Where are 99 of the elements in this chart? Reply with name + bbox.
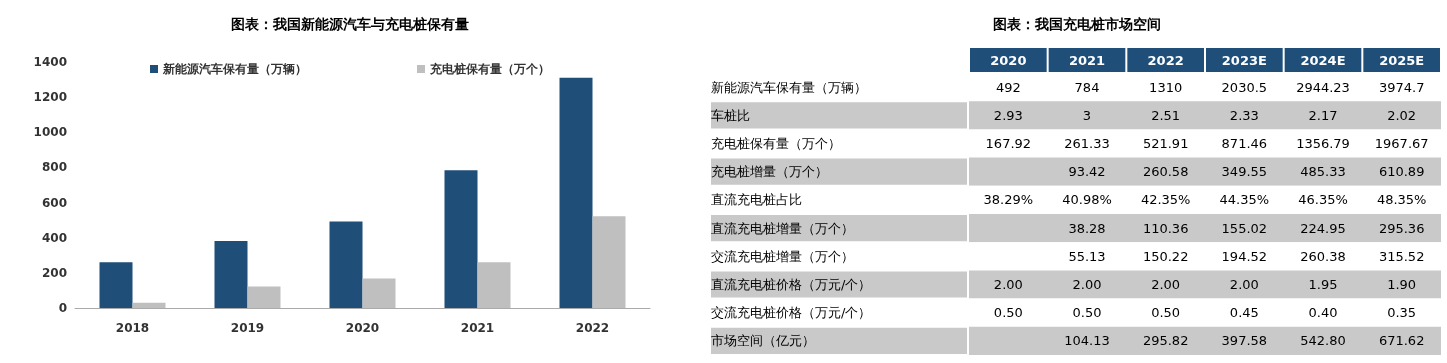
legend-label: 充电桩保有量（万个） xyxy=(429,62,550,76)
data-label: 224.95 xyxy=(1300,220,1346,236)
data-label: 2.00 xyxy=(1229,277,1259,292)
data-label: 542.80 xyxy=(1300,333,1346,349)
data-label: 492 xyxy=(995,79,1021,95)
data-label: 397.58 xyxy=(1221,333,1268,349)
bar xyxy=(132,302,166,308)
x-tick-label: 2021 xyxy=(1068,52,1106,68)
x-tick-label: 2021 xyxy=(460,321,495,335)
x-tick-label: 2019 xyxy=(230,321,265,335)
x-tick-label: 2018 xyxy=(115,321,150,335)
data-label: 2.33 xyxy=(1229,107,1259,123)
x-tick-label: 2020 xyxy=(345,321,380,335)
data-label: 1.95 xyxy=(1308,277,1338,292)
bar xyxy=(214,241,248,308)
data-label: 784 xyxy=(1074,79,1100,95)
y-tick-label: 市场空间（亿元） xyxy=(711,333,815,349)
bar xyxy=(99,262,133,308)
data-label: 2944.23 xyxy=(1296,79,1350,95)
legend-label: 新能源汽车保有量（万辆） xyxy=(162,62,307,76)
y-tick-label: 1000 xyxy=(33,125,67,140)
data-label: 261.33 xyxy=(1064,136,1110,151)
y-tick-label: 车桩比 xyxy=(711,107,750,123)
data-label: 55.13 xyxy=(1068,248,1106,264)
data-label: 48.35% xyxy=(1376,192,1427,208)
bar xyxy=(247,286,281,308)
data-label: 0.40 xyxy=(1308,305,1338,321)
data-label: 110.36 xyxy=(1142,220,1189,236)
data-label: 46.35% xyxy=(1298,192,1348,208)
data-label: 3 xyxy=(1082,107,1092,123)
data-label: 2.00 xyxy=(1151,277,1181,292)
data-label: 2030.5 xyxy=(1221,79,1268,95)
bar xyxy=(362,278,396,308)
y-tick-label: 1400 xyxy=(33,55,67,69)
data-label: 871.46 xyxy=(1221,136,1268,151)
x-tick-label: 2025E xyxy=(1379,52,1425,68)
y-tick-label: 直流充电桩增量（万个） xyxy=(711,220,854,236)
data-label: 260.38 xyxy=(1300,248,1346,264)
data-label: 295.82 xyxy=(1142,333,1189,349)
data-label: 2.93 xyxy=(993,107,1023,123)
bar xyxy=(444,170,478,308)
data-label: 2.02 xyxy=(1387,107,1417,123)
data-label: 1356.79 xyxy=(1296,136,1350,151)
y-tick-label: 0 xyxy=(58,301,67,315)
bar xyxy=(477,262,511,308)
y-tick-label: 1200 xyxy=(33,90,67,105)
y-tick-label: 600 xyxy=(41,195,67,210)
data-label: 315.52 xyxy=(1378,248,1425,264)
data-label: 40.98% xyxy=(1062,192,1112,208)
data-label: 349.55 xyxy=(1221,164,1268,180)
x-tick-label: 2023E xyxy=(1221,52,1267,68)
x-tick-label: 2022 xyxy=(575,321,610,335)
y-tick-label: 400 xyxy=(41,230,67,245)
data-label: 610.89 xyxy=(1378,164,1425,180)
y-tick-label: 新能源汽车保有量（万辆） xyxy=(711,79,867,95)
data-label: 0.50 xyxy=(1151,305,1181,321)
data-label: 155.02 xyxy=(1221,220,1268,236)
data-label: 1967.67 xyxy=(1374,136,1429,151)
y-tick-label: 直流充电桩占比 xyxy=(711,192,802,208)
bar xyxy=(329,221,363,308)
x-tick-label: 2024E xyxy=(1300,52,1346,68)
data-label: 1310 xyxy=(1149,79,1183,95)
data-label: 194.52 xyxy=(1221,248,1268,264)
data-label: 38.28 xyxy=(1068,220,1106,236)
data-label: 2.00 xyxy=(1072,277,1102,292)
data-label: 2.00 xyxy=(993,277,1023,292)
data-label: 42.35% xyxy=(1140,192,1191,208)
y-tick-label: 200 xyxy=(41,265,67,280)
bar xyxy=(592,216,626,308)
data-label: 2.17 xyxy=(1308,107,1338,123)
data-label: 295.36 xyxy=(1378,220,1425,236)
chart-title: 图表：我国充电桩市场空间 xyxy=(993,16,1161,32)
data-label: 0.50 xyxy=(1072,305,1102,321)
data-label: 0.45 xyxy=(1229,305,1259,321)
y-tick-label: 直流充电桩价格（万元/个） xyxy=(711,277,872,292)
y-tick-label: 充电桩保有量（万个） xyxy=(711,136,841,151)
data-label: 38.29% xyxy=(983,192,1034,208)
y-tick-label: 交流充电桩价格（万元/个） xyxy=(711,305,872,321)
data-label: 485.33 xyxy=(1300,164,1346,180)
data-label: 104.13 xyxy=(1064,333,1110,349)
data-label: 44.35% xyxy=(1219,192,1270,208)
data-label: 93.42 xyxy=(1068,164,1106,180)
x-tick-label: 2022 xyxy=(1147,52,1184,68)
x-tick-label: 2020 xyxy=(990,52,1027,68)
y-tick-label: 800 xyxy=(41,160,67,175)
data-label: 150.22 xyxy=(1142,248,1189,264)
bar xyxy=(559,77,593,308)
data-label: 260.58 xyxy=(1142,164,1189,180)
data-label: 2.51 xyxy=(1151,107,1181,123)
data-label: 0.50 xyxy=(993,305,1023,321)
data-label: 167.92 xyxy=(985,136,1032,151)
data-label: 0.35 xyxy=(1387,305,1417,321)
data-label: 521.91 xyxy=(1142,136,1189,151)
data-label: 671.62 xyxy=(1378,333,1425,349)
y-tick-label: 交流充电桩增量（万个） xyxy=(711,248,854,264)
y-tick-label: 充电桩增量（万个） xyxy=(711,164,828,180)
data-label: 1.90 xyxy=(1387,277,1417,292)
data-label: 3974.7 xyxy=(1378,79,1425,95)
chart-title: 图表：我国新能源汽车与充电桩保有量 xyxy=(231,16,469,32)
